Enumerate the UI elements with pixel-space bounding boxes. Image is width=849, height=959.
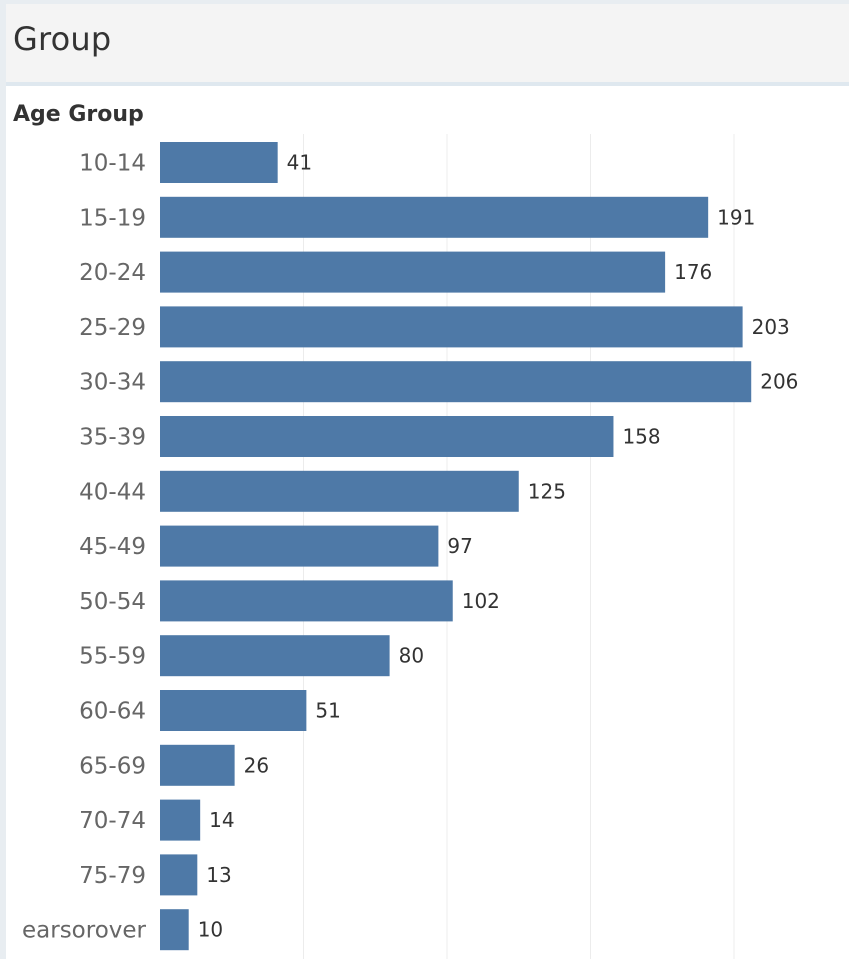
category-label: earsorover bbox=[22, 918, 147, 944]
value-label: 176 bbox=[674, 260, 712, 284]
bar[interactable] bbox=[160, 470, 519, 512]
value-label: 97 bbox=[447, 534, 472, 558]
value-label: 13 bbox=[206, 863, 231, 887]
category-label: 30-34 bbox=[79, 370, 146, 396]
page-title: Group bbox=[13, 20, 112, 58]
bar[interactable] bbox=[160, 196, 709, 238]
value-label: 80 bbox=[399, 644, 424, 668]
bar[interactable] bbox=[160, 251, 666, 293]
value-label: 203 bbox=[752, 315, 790, 339]
value-label: 158 bbox=[622, 425, 660, 449]
bar[interactable] bbox=[160, 580, 453, 622]
category-label: 35-39 bbox=[79, 425, 146, 451]
value-label: 51 bbox=[315, 699, 340, 723]
value-label: 41 bbox=[287, 151, 312, 175]
value-label: 125 bbox=[528, 479, 566, 503]
bar[interactable] bbox=[160, 306, 743, 348]
category-label: 40-44 bbox=[79, 479, 146, 505]
bar[interactable] bbox=[160, 909, 189, 951]
bar[interactable] bbox=[160, 416, 614, 457]
value-label: 206 bbox=[760, 370, 798, 394]
bar[interactable] bbox=[160, 635, 390, 677]
value-label: 102 bbox=[462, 589, 500, 613]
value-label: 14 bbox=[209, 808, 234, 832]
category-label: 45-49 bbox=[79, 534, 146, 560]
panel-header: Group bbox=[6, 4, 849, 86]
category-label: 10-14 bbox=[79, 151, 146, 177]
category-label: 20-24 bbox=[79, 260, 146, 286]
label-layer: 10-14 41 15-19 191 20-24 176 25-29 203 30-34 206 3… bbox=[22, 151, 798, 944]
y-axis-title: Age Group bbox=[13, 102, 144, 127]
category-label: 75-79 bbox=[79, 863, 146, 889]
bar[interactable] bbox=[160, 142, 278, 183]
bar[interactable] bbox=[160, 361, 752, 403]
bar[interactable] bbox=[160, 744, 235, 786]
category-label: 70-74 bbox=[79, 808, 146, 834]
category-label: 60-64 bbox=[79, 699, 146, 725]
bar[interactable] bbox=[160, 799, 201, 841]
category-label: 50-54 bbox=[79, 589, 146, 615]
category-label: 15-19 bbox=[79, 205, 146, 231]
value-label: 191 bbox=[717, 205, 755, 229]
category-label: 65-69 bbox=[79, 753, 146, 779]
value-label: 10 bbox=[198, 918, 223, 942]
bar[interactable] bbox=[160, 854, 198, 896]
category-label: 55-59 bbox=[79, 644, 146, 670]
category-label: 25-29 bbox=[79, 315, 146, 341]
bar[interactable] bbox=[160, 525, 439, 567]
bar[interactable] bbox=[160, 690, 307, 731]
value-label: 26 bbox=[244, 753, 269, 777]
bar-layer bbox=[160, 142, 752, 951]
